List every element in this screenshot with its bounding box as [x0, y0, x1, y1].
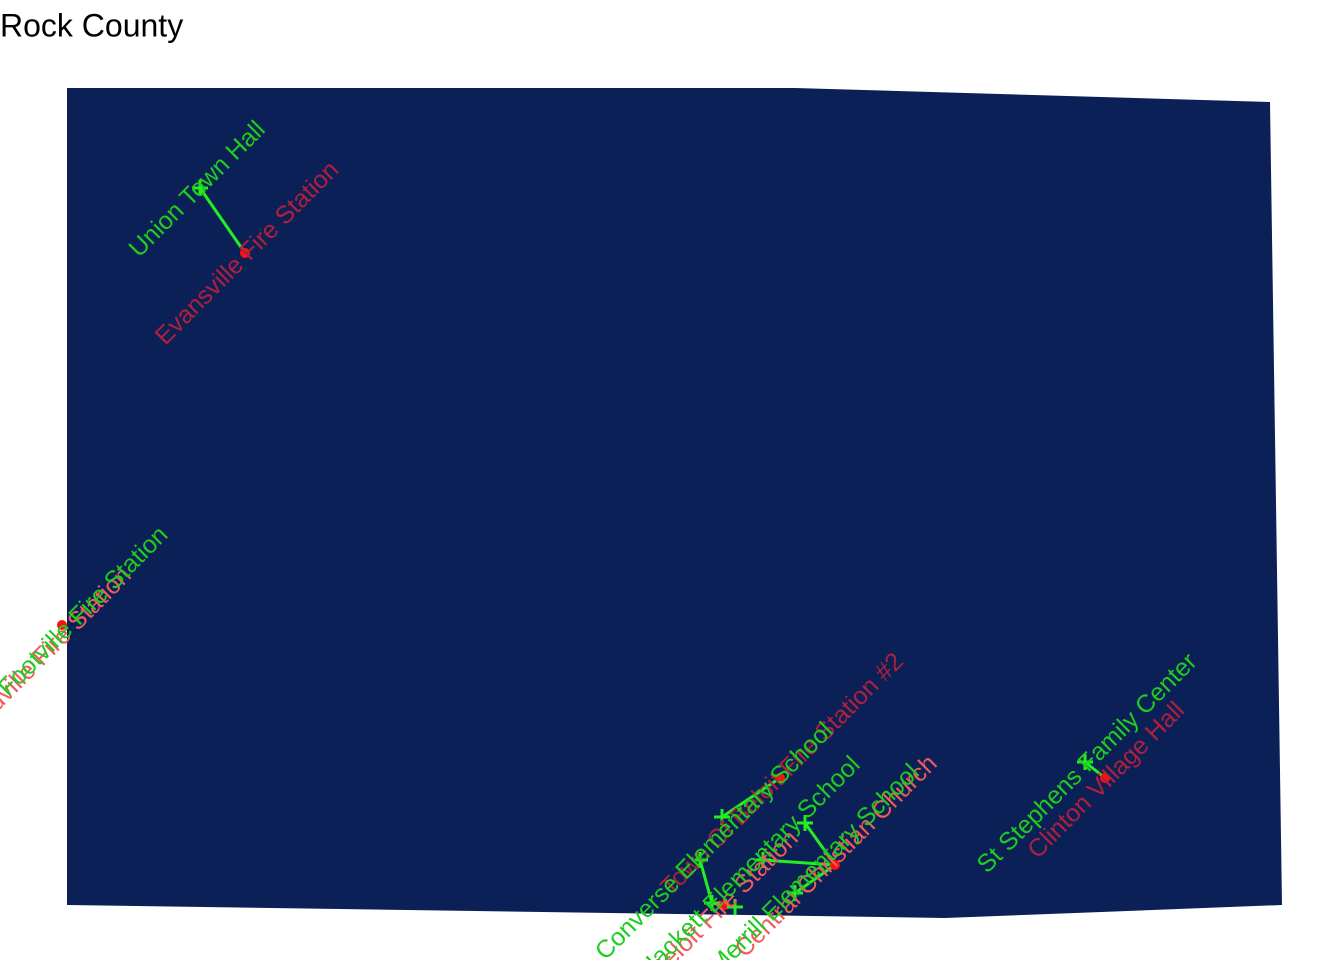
facility-point: [1077, 754, 1093, 770]
map-title: Rock County: [0, 7, 183, 43]
site-point: [830, 860, 840, 870]
site-point: [57, 620, 67, 630]
facility-point: [787, 885, 803, 901]
link: [198, 187, 247, 254]
county-shape: [67, 88, 1282, 918]
facility-point: [727, 899, 743, 915]
facility-point: [755, 852, 771, 868]
facility-point: [692, 852, 708, 868]
facility-point: [714, 809, 730, 825]
site-point: [775, 773, 785, 783]
link: [721, 776, 781, 819]
site-points: [57, 248, 1110, 910]
link: [698, 859, 714, 904]
facility-point: [797, 815, 813, 831]
link: [803, 822, 837, 866]
link: [762, 858, 836, 867]
site-point: [240, 248, 250, 258]
link: [794, 863, 836, 895]
facility-point: [704, 895, 720, 911]
site-point: [1100, 773, 1110, 783]
facility-points: [192, 180, 1093, 915]
assignment-lines: [198, 187, 1106, 909]
facility-point: [192, 180, 208, 196]
